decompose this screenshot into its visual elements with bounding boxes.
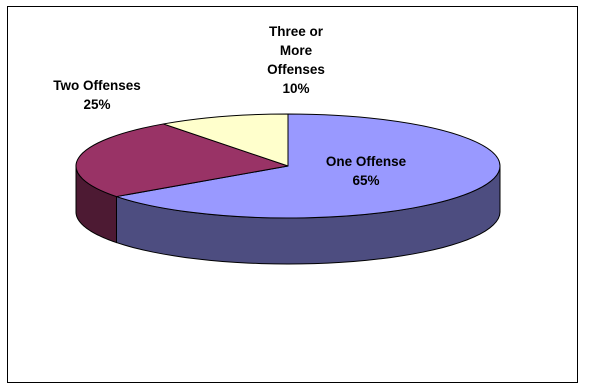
pie-tops — [75, 113, 501, 219]
slice-three-or-more-offenses — [162, 113, 289, 167]
data-label-two-offenses: Two Offenses 25% — [53, 78, 141, 112]
slice-two-offenses — [75, 123, 289, 198]
data-label-one-offense: One Offense 65% — [326, 154, 407, 188]
slice-one-offense — [115, 113, 501, 219]
data-label-three-or-more-offenses: Three or More Offenses 10% — [267, 24, 325, 96]
slice-labels: One Offense 65% Two Offenses 25% Three or Mor… — [53, 24, 406, 188]
